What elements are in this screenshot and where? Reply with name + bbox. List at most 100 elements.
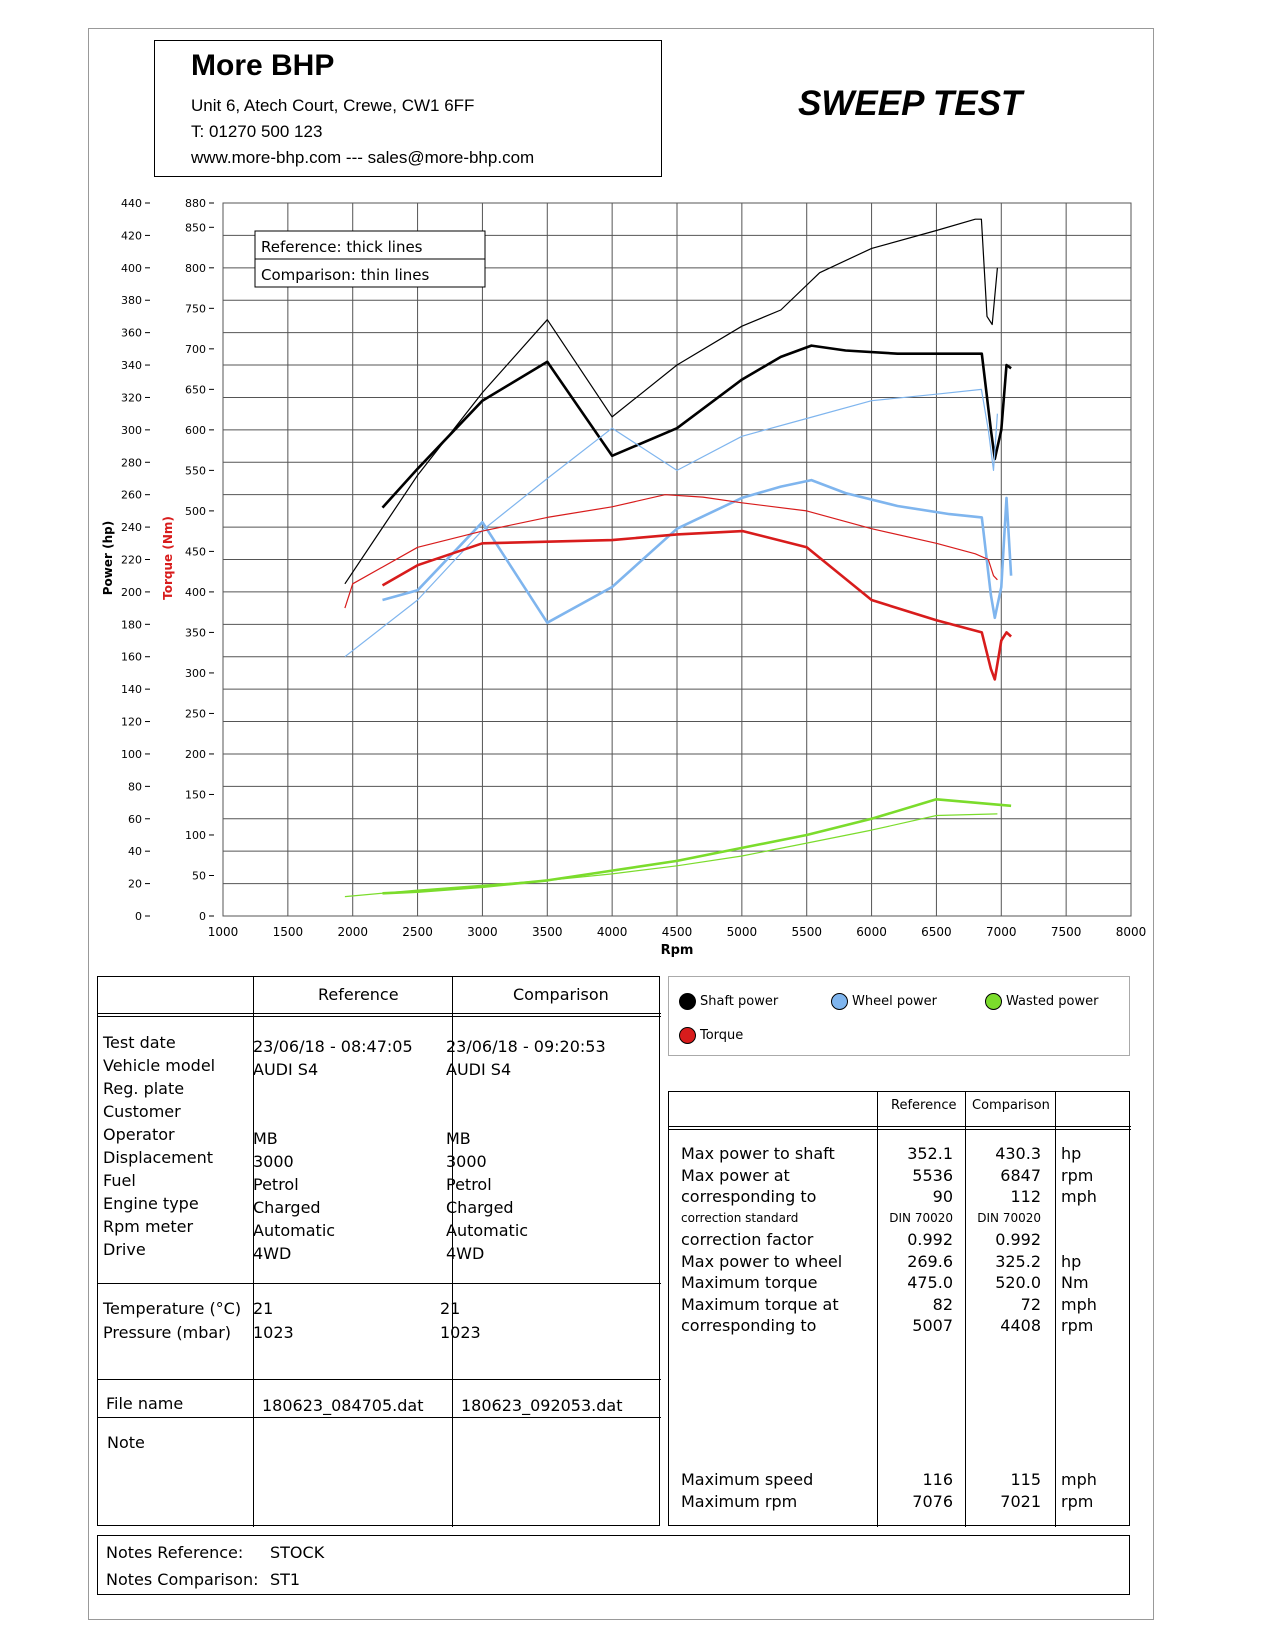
result-row-unit: Nm — [1061, 1273, 1089, 1292]
env-row-reference: 1023 — [253, 1323, 294, 1342]
power-tick-label: 140 — [121, 683, 142, 696]
notes-reference-label: Notes Reference: — [106, 1543, 244, 1562]
power-tick-label: 380 — [121, 294, 142, 307]
series-line-wasted-power-reference — [382, 797, 1012, 895]
power-tick-label: 360 — [121, 327, 142, 340]
result-row-unit: hp — [1061, 1144, 1082, 1163]
result-row-comparison: 72 — [1020, 1294, 1041, 1314]
x-tick-label: 7500 — [1051, 925, 1082, 939]
env-row-comparison: 21 — [440, 1299, 461, 1318]
power-tick-label: 80 — [128, 780, 142, 793]
power-tick-label: 40 — [128, 845, 142, 858]
result-row-unit: rpm — [1061, 1165, 1094, 1185]
company-header: More BHP Unit 6, Atech Court, Crewe, CW1… — [154, 40, 662, 177]
legend-item-shaft: Shaft power — [679, 993, 778, 1010]
info-row-comparison: 23/06/18 - 09:20:53 — [446, 1037, 606, 1056]
info-row-reference: 3000 — [253, 1152, 294, 1171]
power-tick-label: 300 — [121, 424, 142, 437]
result-row-comparison: 6847 — [1000, 1165, 1041, 1185]
result-row-unit: hp — [1061, 1251, 1082, 1271]
torque-tick-label: 850 — [185, 221, 206, 234]
company-name: More BHP — [191, 49, 335, 82]
x-axis-title: Rpm — [661, 943, 694, 958]
x-tick-label: 4000 — [597, 925, 628, 939]
info-row-label: Drive — [103, 1240, 146, 1259]
result-row-reference: 269.6 — [907, 1251, 953, 1271]
info-row-reference: 23/06/18 - 08:47:05 — [253, 1037, 413, 1056]
x-tick-label: 1000 — [208, 925, 239, 939]
x-tick-label: 6000 — [856, 925, 887, 939]
power-tick-label: 340 — [121, 359, 142, 372]
info-row-comparison: Automatic — [446, 1221, 529, 1240]
result-bottom-label: Maximum speed — [681, 1470, 814, 1489]
chart-grid — [222, 202, 1132, 917]
power-tick-label: 320 — [121, 391, 142, 404]
series-line-shaft-power-reference — [381, 344, 1012, 509]
series-line-wheel-power-reference — [382, 478, 1013, 625]
torque-tick-label: 550 — [185, 464, 206, 477]
torque-tick-label: 150 — [185, 788, 206, 801]
file-name-reference: 180623_084705.dat — [262, 1396, 424, 1415]
info-row-reference: 4WD — [253, 1244, 292, 1263]
info-col-comparison: Comparison — [513, 985, 609, 1004]
result-row-reference: 0.992 — [907, 1230, 953, 1249]
power-tick-label: 60 — [128, 813, 142, 826]
results-table: Reference Comparison Max power to shaft 3… — [668, 1091, 1131, 1527]
legend-dot-shaft-icon — [679, 993, 696, 1010]
power-tick-label: 160 — [121, 651, 142, 664]
legend-item-wasted: Wasted power — [985, 993, 1098, 1010]
result-row-label: correction standard — [681, 1210, 799, 1225]
info-row-label: Rpm meter — [103, 1217, 194, 1236]
vehicle-info-table: Reference Comparison Test date 23/06/18 -… — [97, 976, 661, 1527]
power-tick-label: 400 — [121, 262, 142, 275]
result-row-label: Max power at — [681, 1165, 790, 1185]
dyno-chart: 1000 1500 2000 2500 3000 3500 4000 4500 5000 5500… — [101, 197, 1147, 958]
torque-tick-label: 750 — [185, 302, 206, 315]
power-tick-label: 100 — [121, 748, 142, 761]
result-row-label: Maximum torque — [681, 1273, 818, 1292]
company-address: Unit 6, Atech Court, Crewe, CW1 6FF — [191, 96, 475, 115]
result-row-label: corresponding to — [681, 1316, 817, 1335]
legend-item-torque: Torque — [679, 1027, 743, 1044]
note-label: Note — [107, 1433, 145, 1452]
company-web: www.more-bhp.com --- sales@more-bhp.com — [191, 148, 535, 167]
env-row-comparison: 1023 — [440, 1323, 481, 1342]
env-row-label: Temperature (°C) — [103, 1299, 242, 1318]
series-legend: Shaft power Wheel power Wasted power Tor… — [668, 976, 1130, 1056]
x-tick-label: 8000 — [1116, 925, 1147, 939]
power-axis-title: Power (hp) — [101, 521, 115, 595]
series-line-wasted-power-comparison — [344, 813, 998, 898]
torque-tick-label: 650 — [185, 383, 206, 396]
result-row-comparison: 112 — [1010, 1187, 1041, 1206]
power-tick-label: 240 — [121, 521, 142, 534]
power-tick-label: 280 — [121, 456, 142, 469]
torque-tick-label: 450 — [185, 545, 206, 558]
report-title: SWEEP TEST — [798, 84, 1023, 123]
torque-tick-label: 500 — [185, 505, 206, 518]
result-row-label: Max power to wheel — [681, 1251, 843, 1271]
result-row-reference: 5007 — [912, 1316, 953, 1335]
info-row-label: Reg. plate — [103, 1079, 185, 1098]
torque-tick-label: 250 — [185, 707, 206, 720]
results-col-reference: Reference — [891, 1098, 957, 1113]
info-col-reference: Reference — [318, 985, 399, 1004]
power-tick-label: 180 — [121, 618, 142, 631]
notes-comparison-value: ST1 — [270, 1570, 301, 1589]
power-tick-label: 120 — [121, 716, 142, 729]
result-bottom-reference: 7076 — [912, 1492, 953, 1511]
result-row-reference: 5536 — [912, 1165, 953, 1185]
info-row-comparison: 4WD — [446, 1244, 485, 1263]
torque-tick-label: 880 — [185, 197, 206, 210]
series-line-torque-comparison — [344, 494, 998, 609]
x-tick-label: 6500 — [921, 925, 952, 939]
result-row-reference: 475.0 — [907, 1273, 953, 1292]
result-row-unit: mph — [1061, 1294, 1097, 1314]
result-row-comparison: DIN 70020 — [977, 1210, 1041, 1225]
series-line-shaft-power-comparison — [344, 218, 998, 585]
results-col-comparison: Comparison — [972, 1098, 1050, 1113]
info-row-label: Displacement — [103, 1148, 213, 1167]
power-tick-label: 220 — [121, 554, 142, 567]
info-row-comparison: Charged — [446, 1198, 514, 1217]
info-row-label: Vehicle model — [103, 1056, 216, 1075]
x-tick-label: 4500 — [662, 925, 693, 939]
